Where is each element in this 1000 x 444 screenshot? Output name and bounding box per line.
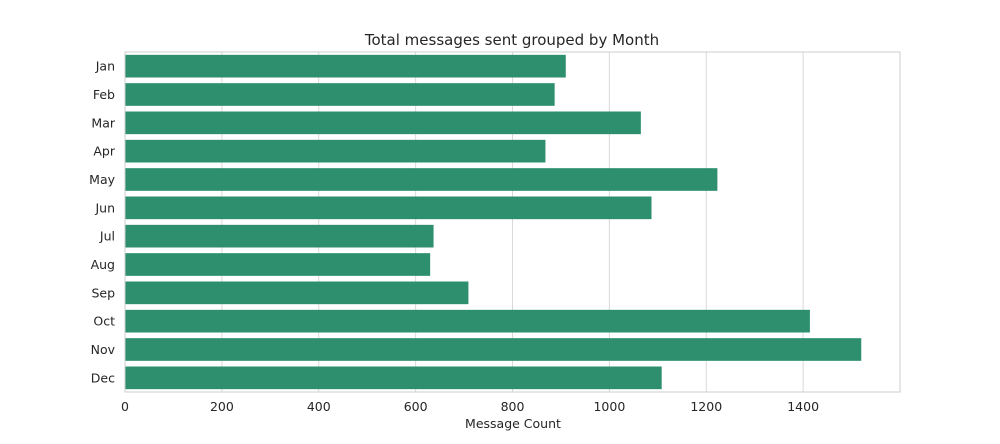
y-tick-label: Mar (91, 115, 115, 130)
bar-apr (125, 139, 546, 163)
y-tick-label: Sep (91, 285, 115, 300)
y-tick-label: Nov (91, 342, 116, 357)
x-tick-label: 1400 (787, 399, 819, 414)
y-tick-label: Jul (99, 229, 115, 244)
bar-may (125, 168, 718, 191)
x-tick-label: 400 (307, 399, 331, 414)
x-tick-label: 1200 (690, 399, 722, 414)
chart-title: Total messages sent grouped by Month (364, 31, 659, 49)
plot-frame (124, 51, 901, 393)
y-tick-label: Apr (93, 144, 115, 159)
x-tick-label: 600 (404, 399, 428, 414)
y-tick-label: Aug (91, 257, 115, 272)
x-tick-label: 800 (501, 399, 525, 414)
y-tick-label: Jan (95, 59, 115, 74)
y-tick-label: May (89, 172, 115, 187)
bar-sep (125, 281, 469, 305)
x-tick-label: 0 (121, 399, 129, 414)
y-tick-label: Dec (91, 370, 115, 385)
bar-dec (125, 366, 662, 390)
bar-jul (125, 224, 434, 248)
x-tick-label: 200 (210, 399, 234, 414)
bar-aug (125, 253, 431, 276)
x-tick-labels: 0 200 400 600 800 1000 1200 1400 (121, 399, 819, 414)
bar-oct (125, 309, 810, 333)
bar-nov (125, 338, 862, 361)
bar-feb (125, 83, 555, 106)
bar-jan (125, 54, 566, 78)
x-tick-label: 1000 (593, 399, 625, 414)
grid-layer (124, 52, 804, 392)
bar-jun (125, 196, 652, 220)
y-tick-labels: Jan Feb Mar Apr May Jun Jul Aug Sep Oct Nov Dec (89, 59, 116, 386)
y-tick-label: Feb (93, 87, 115, 102)
y-tick-label: Oct (93, 314, 115, 329)
bar-mar (125, 111, 641, 135)
x-axis-label: Message Count (465, 416, 561, 431)
y-tick-label: Jun (94, 200, 115, 215)
bars-layer (125, 54, 862, 390)
